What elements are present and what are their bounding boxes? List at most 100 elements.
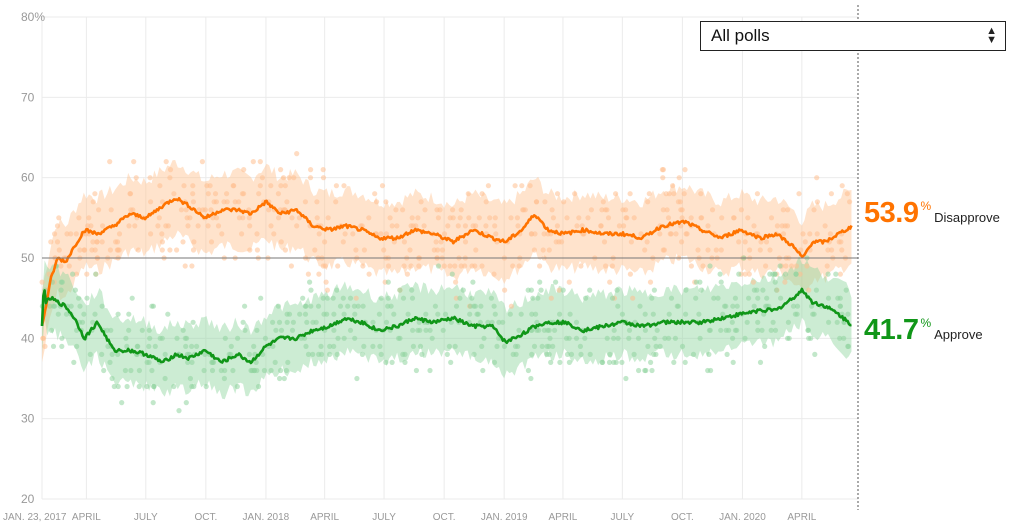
disapprove-poll-dot — [305, 271, 311, 277]
disapprove-poll-dot — [847, 199, 853, 205]
disapprove-poll-dot — [837, 271, 844, 277]
disapprove-poll-dot — [155, 223, 161, 229]
approve-poll-dot — [734, 303, 740, 309]
disapprove-poll-dot — [493, 231, 499, 237]
approve-poll-dot — [409, 295, 416, 301]
approve-poll-dot — [494, 343, 500, 349]
disapprove-poll-dot — [483, 223, 489, 229]
disapprove-poll-dot — [439, 247, 446, 253]
approve-poll-dot — [58, 279, 64, 285]
disapprove-poll-dot — [698, 191, 704, 197]
approve-poll-dot — [772, 327, 779, 333]
disapprove-poll-dot — [616, 223, 623, 229]
approve-poll-dot — [221, 375, 227, 382]
disapprove-poll-dot — [133, 175, 139, 181]
disapprove-poll-dot — [183, 207, 189, 213]
x-tick-label: APRIL — [72, 512, 101, 523]
approve-poll-dot — [370, 343, 376, 349]
approve-poll-dot — [446, 343, 452, 349]
approve-poll-dot — [330, 295, 336, 301]
approve-poll-dot — [351, 303, 357, 309]
disapprove-poll-dot — [167, 167, 174, 173]
approve-poll-dot — [732, 295, 739, 301]
approve-poll-dot — [228, 351, 234, 357]
approve-poll-dot — [108, 327, 114, 333]
disapprove-poll-dot — [738, 207, 745, 213]
disapprove-poll-dot — [718, 247, 724, 253]
approve-poll-dot — [79, 319, 86, 325]
disapprove-poll-dot — [381, 247, 387, 253]
approve-poll-dot — [283, 367, 289, 374]
approve-poll-dot — [583, 295, 589, 301]
disapprove-poll-dot — [307, 175, 314, 181]
disapprove-poll-dot — [56, 215, 62, 221]
disapprove-poll-dot — [458, 207, 464, 213]
disapprove-poll-dot — [665, 215, 672, 221]
disapprove-poll-dot — [605, 215, 612, 221]
approve-poll-dot — [545, 327, 551, 333]
approve-poll-dot — [413, 367, 419, 374]
disapprove-poll-dot — [789, 263, 795, 269]
approve-poll-dot — [809, 303, 815, 309]
approve-poll-dot — [755, 319, 761, 325]
approve-poll-dot — [529, 351, 535, 357]
disapprove-poll-dot — [401, 239, 407, 245]
approve-poll-dot — [352, 335, 358, 341]
approve-poll-dot — [189, 343, 195, 349]
approve-poll-dot — [68, 303, 74, 309]
approve-poll-dot — [696, 311, 702, 317]
approve-poll-dot — [772, 271, 778, 277]
disapprove-poll-dot — [433, 239, 439, 245]
approve-poll-dot — [649, 295, 655, 301]
approve-poll-dot — [277, 375, 283, 382]
disapprove-poll-dot — [107, 247, 113, 253]
approve-current-label: 41.7 %Approve — [864, 314, 983, 347]
approve-poll-dot — [126, 311, 132, 317]
trend-lines — [40, 197, 858, 365]
approve-poll-dot — [423, 311, 429, 317]
approve-poll-dot — [614, 287, 620, 293]
disapprove-poll-dot — [588, 207, 595, 213]
approve-poll-dot — [72, 287, 78, 293]
approve-poll-dot — [730, 359, 736, 365]
approve-poll-dot — [654, 327, 660, 333]
approve-poll-dot — [707, 263, 713, 269]
approve-poll-dot — [457, 295, 463, 301]
disapprove-poll-dot — [366, 215, 372, 221]
disapprove-poll-dot — [408, 263, 414, 269]
disapprove-poll-dot — [130, 207, 136, 213]
disapprove-poll-dot — [453, 295, 459, 301]
approve-poll-dot — [409, 287, 415, 293]
disapprove-poll-dot — [335, 263, 341, 269]
approve-poll-dot — [144, 383, 150, 390]
approve-poll-dot — [501, 343, 507, 349]
disapprove-poll-dot — [767, 247, 773, 253]
disapprove-poll-dot — [466, 215, 472, 221]
disapprove-poll-dot — [148, 199, 154, 205]
poll-filter-select[interactable]: All polls ▲ ▼ — [700, 21, 1006, 51]
disapprove-poll-dot — [642, 247, 648, 253]
approve-poll-dot — [510, 351, 516, 357]
approve-poll-dot — [397, 287, 403, 293]
approve-poll-dot — [560, 287, 566, 293]
disapprove-current-label: 53.9 %Disapprove — [864, 197, 1000, 230]
disapprove-poll-dot — [483, 199, 489, 205]
disapprove-poll-dot — [302, 199, 308, 205]
disapprove-poll-dot — [350, 231, 356, 237]
approve-poll-dot — [693, 279, 700, 285]
approve-poll-dot — [467, 311, 473, 317]
disapprove-poll-dot — [90, 239, 96, 245]
disapprove-poll-dot — [705, 223, 711, 229]
approve-poll-dot — [316, 351, 322, 357]
disapprove-poll-dot — [827, 231, 834, 237]
approve-poll-dot — [485, 319, 491, 325]
approve-poll-dot — [645, 343, 651, 349]
disapprove-poll-dot — [167, 175, 173, 181]
disapprove-poll-dot — [695, 247, 701, 253]
disapprove-poll-dot — [688, 263, 695, 269]
approve-poll-dot — [361, 343, 367, 349]
disapprove-poll-dot — [677, 199, 684, 205]
disapprove-poll-dot — [515, 223, 521, 229]
approve-poll-dot — [607, 351, 613, 357]
approve-poll-dot — [525, 367, 532, 374]
